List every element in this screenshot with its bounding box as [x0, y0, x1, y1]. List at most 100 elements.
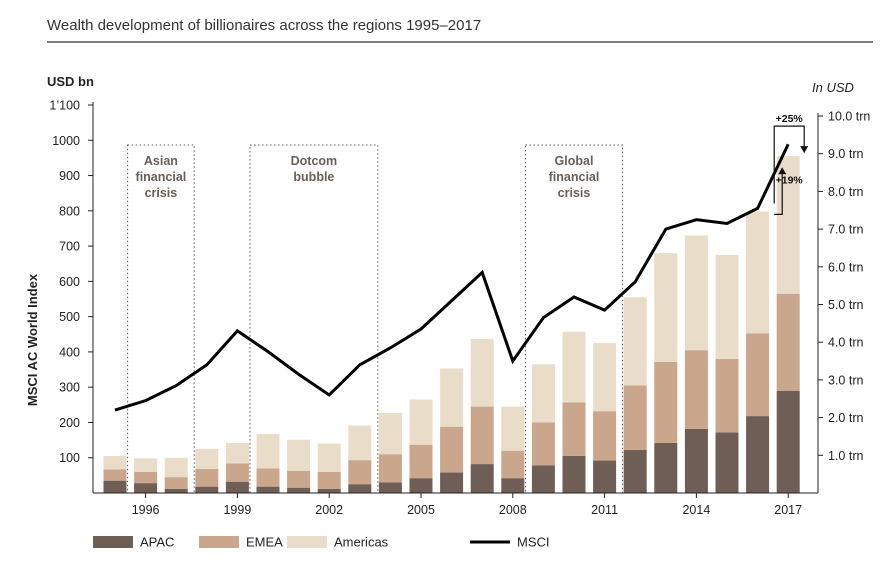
bar-emea-2017 — [776, 293, 800, 391]
legend-label-apac: APAC — [140, 535, 174, 550]
left-tick-label-200: 200 — [59, 416, 80, 430]
right-tick-label-10: 10.0 trn — [828, 110, 870, 124]
right-tick-label-1: 1.0 trn — [828, 449, 863, 463]
bar-apac-1998 — [195, 486, 219, 493]
bar-apac-2010 — [562, 455, 586, 493]
bar-apac-2008 — [501, 478, 525, 493]
bar-emea-2008 — [501, 450, 525, 479]
bar-americas-2003 — [348, 425, 372, 461]
right-tick-label-6: 6.0 trn — [828, 260, 863, 274]
left-tick-label-400: 400 — [59, 345, 80, 359]
crisis-label-1-0: Dotcom — [291, 154, 338, 168]
left-tick-label-900: 900 — [59, 169, 80, 183]
crisis-periods: Asian financial crisis Dotcom bubble Global fi… — [127, 144, 624, 494]
bar-emea-2016 — [746, 333, 770, 417]
bar-apac-2003 — [348, 484, 372, 493]
crisis-label-0-2: crisis — [145, 186, 178, 200]
growth-annotations: +25% +19% — [773, 113, 809, 215]
bar-emea-2005 — [409, 444, 433, 479]
bar-emea-1996 — [134, 471, 158, 484]
bar-emea-2006 — [440, 426, 464, 473]
right-tick-label-4: 4.0 trn — [828, 336, 863, 350]
legend-label-msci: MSCI — [517, 535, 550, 550]
x-tick-label-2011: 2011 — [591, 503, 618, 517]
bar-emea-2013 — [654, 361, 678, 443]
bar-apac-2015 — [715, 432, 739, 493]
legend-swatch-emea — [199, 536, 239, 548]
right-tick-label-7: 7.0 trn — [828, 223, 863, 237]
bar-americas-2001 — [287, 439, 311, 471]
msci-change-label: +19% — [776, 174, 804, 186]
bar-americas-2014 — [684, 235, 708, 351]
bar-emea-2003 — [348, 460, 372, 485]
bar-emea-2012 — [623, 385, 647, 450]
left-tick-label-600: 600 — [59, 275, 80, 289]
bar-americas-2004 — [378, 412, 402, 455]
right-tick-label-9: 9.0 trn — [828, 147, 863, 161]
bars-change-label: +25% — [776, 113, 804, 125]
bar-americas-1999 — [225, 442, 249, 464]
crisis-label-0-1: financial — [136, 170, 187, 184]
x-tick-label-2002: 2002 — [315, 503, 343, 517]
bar-apac-2013 — [654, 442, 678, 493]
bar-americas-2002 — [317, 443, 341, 472]
left-tick-label-700: 700 — [59, 240, 80, 254]
bar-emea-2001 — [287, 470, 311, 488]
bar-apac-2004 — [378, 482, 402, 493]
msci-change-arrowhead — [778, 167, 787, 175]
bar-americas-2007 — [470, 338, 494, 407]
legend-label-americas: Americas — [334, 535, 389, 550]
bar-emea-1999 — [225, 463, 249, 482]
crisis-label-2-2: crisis — [558, 186, 591, 200]
right-tick-label-2: 2.0 trn — [828, 411, 863, 425]
crisis-label-1-1: bubble — [293, 170, 334, 184]
right-tick-label-8: 8.0 trn — [828, 185, 863, 199]
msci-line-path — [114, 143, 790, 412]
right-unit-label: In USD — [812, 80, 854, 95]
bar-americas-2013 — [654, 253, 678, 362]
right-tick-label-5: 5.0 trn — [828, 298, 863, 312]
bar-emea-2011 — [593, 411, 617, 461]
left-tick-label-800: 800 — [59, 204, 80, 218]
x-tick-label-1999: 1999 — [223, 503, 251, 517]
bar-apac-2009 — [531, 465, 555, 493]
bar-apac-2000 — [256, 486, 280, 493]
bar-emea-2000 — [256, 468, 280, 487]
bar-emea-2007 — [470, 406, 494, 465]
left-tick-label-1100: 1’100 — [49, 99, 80, 113]
bar-americas-2010 — [562, 331, 586, 403]
x-tick-label-2008: 2008 — [499, 503, 527, 517]
bar-apac-2016 — [746, 416, 770, 493]
bar-americas-2011 — [593, 343, 617, 412]
bar-emea-2004 — [378, 454, 402, 483]
bar-emea-2010 — [562, 402, 586, 456]
x-tick-label-1996: 1996 — [132, 503, 160, 517]
bar-apac-1997 — [164, 488, 188, 493]
bar-americas-2005 — [409, 399, 433, 445]
msci-line — [114, 143, 790, 412]
bar-americas-1995 — [103, 455, 127, 470]
bar-americas-2015 — [715, 254, 739, 359]
axes: 100 200 300 400 500 600 700 800 900 1000 1’100 1.0 … — [49, 99, 870, 518]
left-tick-label-300: 300 — [59, 381, 80, 395]
bar-apac-2007 — [470, 464, 494, 493]
bar-emea-1998 — [195, 469, 219, 487]
bar-apac-2012 — [623, 449, 647, 493]
msci-change-bracket — [774, 174, 783, 215]
bar-apac-2011 — [593, 460, 617, 493]
bar-americas-1996 — [134, 458, 158, 472]
left-tick-label-100: 100 — [59, 451, 80, 465]
bar-americas-2016 — [746, 211, 770, 334]
x-tick-label-2014: 2014 — [682, 503, 710, 517]
left-axis-title: MSCI AC World Index — [25, 273, 40, 406]
bar-apac-2017 — [776, 390, 800, 493]
crisis-label-0-0: Asian — [144, 154, 178, 168]
bar-emea-2002 — [317, 471, 341, 489]
stacked-bars — [103, 156, 800, 493]
crisis-box-0 — [127, 144, 195, 494]
bar-emea-2009 — [531, 422, 555, 466]
bar-americas-1997 — [164, 457, 188, 478]
bar-apac-2001 — [287, 487, 311, 493]
bar-americas-2006 — [440, 368, 464, 427]
